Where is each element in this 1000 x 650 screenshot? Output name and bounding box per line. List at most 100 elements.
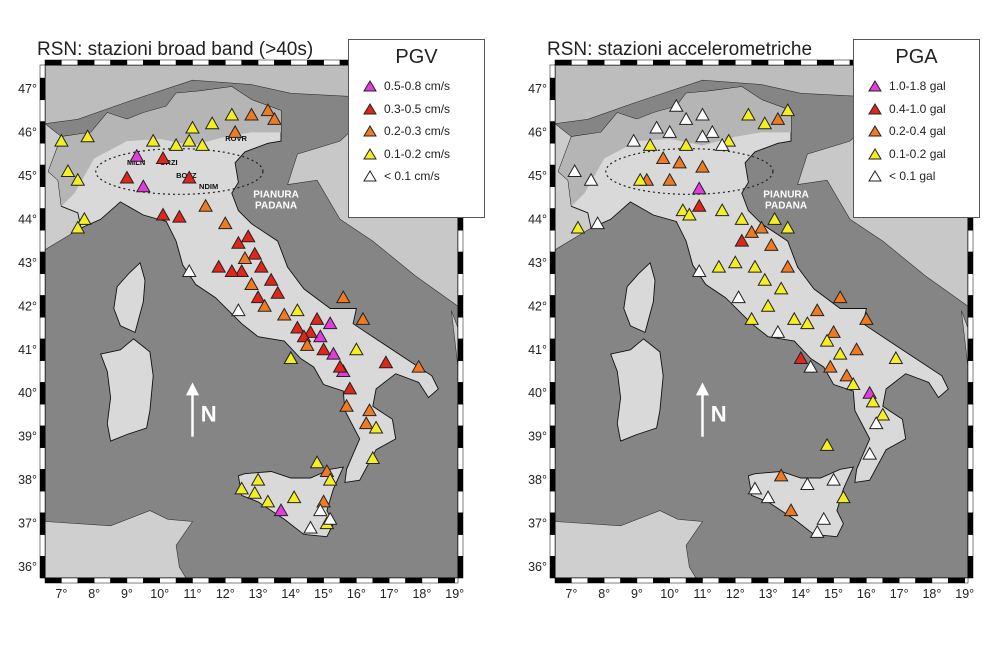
station-triangle [224, 107, 240, 121]
legend-item: 0.5-0.8 cm/s [349, 75, 484, 98]
frame-tick [549, 64, 556, 79]
lat-tick-label: 42° [528, 299, 547, 313]
frame-tick [915, 577, 933, 584]
frame-tick [816, 577, 834, 584]
frame-tick [603, 59, 621, 66]
frame-tick [457, 316, 464, 340]
pgv-panel: RSN: stazioni broad band (>40s) 7° 8° 9° 10… [18, 39, 485, 601]
legend-item: < 0.1 cm/s [349, 165, 484, 188]
station-triangle [632, 172, 648, 186]
frame-tick [800, 577, 818, 584]
station-triangle [695, 129, 710, 143]
station-triangle [204, 116, 220, 130]
frame-tick [257, 577, 275, 584]
lat-tick-label: 39° [18, 430, 37, 444]
station-triangle [642, 137, 658, 151]
legend-label: 0.1-0.2 cm/s [384, 146, 451, 161]
station-triangle [865, 394, 881, 408]
frame-tick [39, 360, 46, 383]
legend-triangle-icon [868, 125, 882, 137]
station-triangle [365, 450, 381, 464]
lon-tick-label: 7° [565, 587, 577, 601]
legend-triangle-icon [868, 102, 882, 115]
station-triangle [570, 220, 586, 234]
frame-tick [767, 59, 785, 66]
north-label: N [711, 401, 727, 426]
station-triangle [172, 209, 187, 223]
frame-tick [39, 121, 46, 144]
station-triangle [583, 172, 599, 186]
frame-tick [39, 143, 46, 166]
legend-triangle-icon [868, 170, 882, 182]
lat-tick-label: 45° [18, 169, 37, 183]
frame-tick [323, 577, 341, 584]
legend-label: 0.2-0.3 cm/s [384, 124, 451, 139]
station-triangle [672, 155, 687, 169]
frame-tick [143, 577, 160, 584]
station-triangle [678, 137, 694, 151]
legend-label: 0.2-0.4 gal [889, 124, 946, 139]
station-triangle [744, 311, 760, 325]
lon-tick-label: 18° [922, 587, 941, 601]
frame-tick [290, 577, 308, 584]
frame-tick [39, 534, 46, 557]
frame-tick [549, 469, 556, 492]
station-triangle [250, 472, 266, 486]
station-triangle [734, 211, 750, 225]
station-triangle [809, 524, 825, 538]
station-triangle [322, 511, 338, 525]
legend-title: PGA [895, 46, 938, 68]
station-triangle [198, 198, 213, 212]
station-triangle [757, 272, 773, 286]
lon-tick-label: 16° [857, 587, 876, 601]
station-triangle [270, 285, 286, 299]
station-triangle [335, 290, 351, 304]
frame-tick [653, 59, 670, 66]
frame-tick [159, 59, 177, 66]
station-triangle [662, 124, 678, 138]
frame-tick [549, 164, 556, 187]
station-triangle [276, 307, 292, 321]
lat-tick-label: 47° [18, 82, 37, 96]
frame-tick [653, 577, 670, 584]
frame-tick [964, 577, 969, 584]
station-triangle [819, 437, 835, 451]
station-triangle [322, 316, 338, 330]
station-triangle [770, 324, 786, 338]
frame-tick [39, 77, 46, 101]
station-triangle [803, 359, 819, 373]
legend-triangle-icon [868, 80, 882, 92]
station-triangle [714, 137, 730, 151]
frame-tick [833, 59, 851, 66]
frame-tick [438, 577, 455, 584]
station-triangle [754, 220, 769, 234]
frame-tick [225, 577, 242, 584]
frame-tick [967, 382, 974, 405]
station-triangle [253, 259, 269, 273]
station-triangle [678, 111, 694, 125]
lon-tick-label: 9° [121, 587, 133, 601]
frame-tick [61, 577, 79, 584]
frame-tick [77, 577, 95, 584]
frame-tick [898, 577, 916, 584]
frame-tick [636, 59, 654, 66]
frame-tick [967, 490, 974, 514]
station-triangle [757, 116, 773, 130]
lon-tick-label: 9° [631, 587, 643, 601]
frame-tick [208, 59, 226, 66]
station-triangle [691, 263, 707, 278]
frame-tick [549, 143, 556, 166]
frame-tick [751, 59, 769, 66]
north-arrow-head [695, 382, 710, 396]
frame-tick [175, 577, 193, 584]
lon-tick-label: 11° [184, 587, 202, 601]
frame-tick [39, 64, 46, 79]
frame-tick [39, 469, 46, 492]
station-triangle [800, 316, 815, 330]
frame-tick [39, 556, 46, 579]
frame-tick [549, 403, 556, 427]
station-triangle [859, 311, 874, 325]
station-triangle [763, 237, 779, 251]
station-triangle [322, 472, 338, 486]
frame-tick [241, 577, 259, 584]
